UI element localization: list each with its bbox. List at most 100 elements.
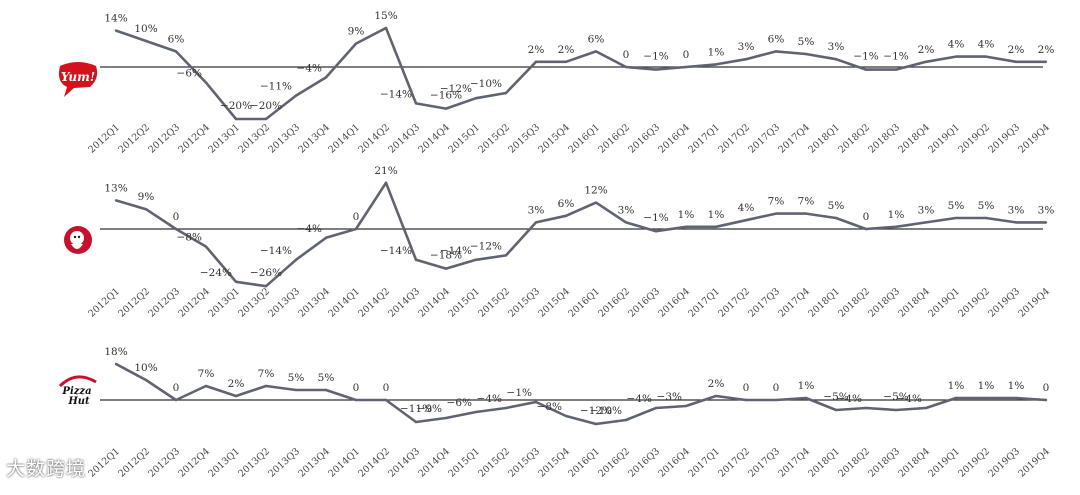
data-point bbox=[984, 216, 988, 220]
x-tick-label: 2012Q4 bbox=[176, 122, 212, 156]
x-tick-label: 2016Q2 bbox=[596, 122, 632, 156]
data-point bbox=[534, 400, 538, 404]
data-point bbox=[384, 398, 388, 402]
data-point bbox=[534, 60, 538, 63]
data-point bbox=[804, 396, 808, 400]
x-tick-label: 2018Q3 bbox=[866, 286, 902, 320]
data-point bbox=[1044, 60, 1048, 63]
x-tick-label: 2014Q1 bbox=[326, 286, 362, 320]
x-tick-label: 2017Q2 bbox=[716, 446, 752, 480]
data-point bbox=[744, 219, 748, 222]
data-label: 7% bbox=[768, 196, 785, 208]
data-point bbox=[684, 225, 688, 228]
x-tick-label: 2014Q4 bbox=[416, 286, 452, 320]
x-tick-label: 2017Q2 bbox=[716, 122, 752, 156]
data-point bbox=[144, 39, 148, 43]
x-tick-label: 2017Q3 bbox=[746, 286, 782, 320]
data-point bbox=[774, 398, 778, 402]
data-point bbox=[714, 63, 718, 66]
data-label: 18% bbox=[104, 346, 127, 358]
data-point bbox=[204, 81, 208, 84]
data-point bbox=[474, 97, 478, 100]
data-label: −12% bbox=[580, 405, 612, 417]
x-tick-label: 2016Q4 bbox=[656, 122, 692, 156]
series-line bbox=[115, 26, 1046, 121]
x-tick-label: 2018Q4 bbox=[896, 122, 932, 156]
data-point bbox=[384, 181, 388, 184]
yum-logo-bubble bbox=[58, 62, 98, 97]
x-tick-label: 2012Q3 bbox=[146, 122, 182, 156]
x-tick-label: 2013Q4 bbox=[296, 286, 332, 320]
data-label: 3% bbox=[918, 204, 935, 216]
x-tick-label: 2015Q2 bbox=[476, 122, 512, 156]
data-label: 3% bbox=[1038, 204, 1055, 216]
data-point bbox=[234, 394, 238, 398]
data-label: 5% bbox=[318, 372, 335, 384]
data-point bbox=[624, 65, 628, 69]
data-label: 9% bbox=[348, 26, 365, 38]
data-label: −4% bbox=[897, 393, 922, 405]
data-point bbox=[504, 254, 508, 257]
data-point bbox=[804, 52, 808, 56]
data-label: 21% bbox=[374, 165, 397, 177]
data-point bbox=[834, 408, 838, 412]
data-point bbox=[264, 117, 268, 121]
x-tick-label: 2019Q1 bbox=[926, 122, 962, 156]
chart-panel-kfc: 13%9%0−8%−24% −26%−14%−4%021%−14% −18%−14%… bbox=[64, 165, 1054, 320]
data-label: −4% bbox=[627, 393, 652, 405]
data-label: 0 bbox=[623, 49, 630, 61]
x-tick-label: 2018Q2 bbox=[836, 446, 872, 480]
data-point bbox=[954, 216, 958, 220]
data-point bbox=[684, 404, 688, 408]
data-label: 1% bbox=[948, 380, 965, 392]
x-tick-label: 2018Q1 bbox=[806, 122, 842, 156]
data-label: −4% bbox=[297, 223, 322, 235]
x-tick-label: 2013Q3 bbox=[266, 122, 302, 156]
data-point bbox=[204, 384, 208, 388]
data-label: 4% bbox=[978, 39, 995, 51]
x-tick-label: 2015Q4 bbox=[536, 446, 572, 480]
x-tick-label: 2016Q4 bbox=[656, 446, 692, 480]
data-label: 10% bbox=[134, 362, 157, 374]
yum-logo: Yum! bbox=[58, 62, 98, 97]
data-label: 3% bbox=[1008, 204, 1025, 216]
data-point bbox=[414, 420, 418, 424]
data-point bbox=[894, 225, 898, 228]
data-point bbox=[864, 227, 868, 231]
data-label: 1% bbox=[678, 209, 695, 221]
data-label: 5% bbox=[288, 372, 305, 384]
x-tick-label: 2019Q3 bbox=[986, 286, 1022, 320]
data-point bbox=[114, 29, 118, 32]
x-tick-label: 2012Q1 bbox=[86, 446, 122, 480]
x-tick-label: 2015Q4 bbox=[536, 286, 572, 320]
data-point bbox=[354, 42, 358, 45]
data-point bbox=[234, 280, 238, 283]
data-point bbox=[654, 406, 658, 410]
x-tick-label: 2019Q4 bbox=[1016, 122, 1052, 156]
x-tick-label: 2017Q1 bbox=[686, 446, 722, 480]
x-tick-label: 2017Q4 bbox=[776, 122, 812, 156]
data-label: 3% bbox=[528, 204, 545, 216]
data-label: −11% bbox=[400, 403, 432, 415]
x-tick-label: 2012Q1 bbox=[86, 286, 122, 320]
chart-panel-pizza-hut: 18% 10% 0 7% 2% 7% 5% 5% 0 0 −11%−9% −6% −4% −1% −8% −1… bbox=[58, 346, 1052, 480]
x-tick-label: 2013Q1 bbox=[206, 446, 242, 480]
data-label: 2% bbox=[918, 44, 935, 56]
data-point bbox=[384, 26, 388, 30]
data-point bbox=[984, 55, 988, 58]
data-point bbox=[834, 216, 838, 220]
x-tick-label: 2014Q4 bbox=[416, 446, 452, 480]
chart-panel-yum: 14%10%6%−6%−20%−20%−11%−4%9%15%−14% −16%−… bbox=[58, 10, 1054, 156]
pizza-hut-logo-text: Pizza bbox=[61, 386, 91, 397]
x-tick-label: 2013Q1 bbox=[206, 286, 242, 320]
x-tick-label: 2016Q2 bbox=[596, 286, 632, 320]
x-tick-label: 2015Q3 bbox=[506, 286, 542, 320]
kfc-logo-eye bbox=[77, 235, 81, 239]
yum-logo-text: Yum! bbox=[61, 70, 95, 84]
data-label: 9% bbox=[138, 191, 155, 203]
x-tick-label: 2013Q2 bbox=[236, 286, 272, 320]
x-tick-label: 2016Q3 bbox=[626, 446, 662, 480]
x-tick-label: 2018Q4 bbox=[896, 446, 932, 480]
